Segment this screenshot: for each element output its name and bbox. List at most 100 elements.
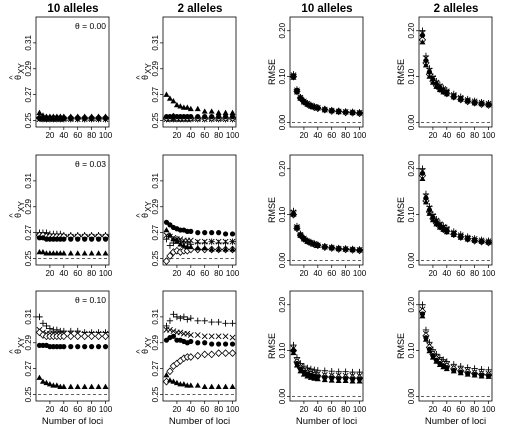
x-tick-label: 80 [214,131,223,140]
y-tick-label: 0.10 [278,206,287,222]
x-tick-label: 40 [186,269,195,278]
data-point [208,108,215,114]
data-point [356,378,363,384]
data-point [39,112,46,118]
data-point [188,228,194,234]
data-point [321,244,328,250]
data-point [177,236,184,243]
series-triangle [36,374,109,389]
x-tick-label: 100 [99,405,113,414]
data-point [187,332,194,338]
data-point [74,383,81,389]
x-tick-label: 100 [226,269,240,278]
data-point [356,110,363,116]
data-point [297,368,304,374]
plot-frame [35,154,110,266]
series-triangle [419,175,492,245]
x-tick-label: 40 [442,131,451,140]
y-tick-label: 0.00 [407,114,416,130]
data-point [215,318,222,326]
data-point [314,105,321,111]
data-point [167,326,173,333]
data-point [222,239,229,247]
y-tick-label: 0.20 [278,22,287,38]
data-point [228,349,237,358]
y-tick-label: 0.25 [151,250,160,266]
data-point [215,246,222,252]
data-point [222,231,229,237]
x-tick-label: 20 [172,405,181,414]
x-tick-label: 100 [226,405,240,414]
data-point [349,378,356,384]
data-point [423,57,429,64]
data-point [194,245,201,251]
y-tick-label: 0.25 [151,386,160,402]
series-circle [419,32,492,107]
data-point [419,32,426,38]
data-point [188,114,194,120]
data-point [36,313,43,321]
x-tick-label: 80 [87,131,96,140]
data-point [89,344,95,350]
data-point [184,104,191,110]
x-tick-label: 60 [200,131,209,140]
data-point [419,170,426,176]
y-tick-label: 0.31 [151,173,160,189]
data-point [478,100,485,107]
data-point [163,322,170,330]
data-point [229,383,236,389]
x-tick-label: 40 [313,269,322,278]
series-triangle [419,39,492,108]
data-point [464,98,471,104]
data-point [440,363,447,370]
data-point [229,341,236,347]
data-point [75,236,81,242]
data-point [67,250,74,256]
x-tick-label: 40 [313,131,322,140]
data-point [67,383,74,389]
data-point [229,320,236,327]
data-point [426,210,433,216]
y-tick-label: 0.20 [278,296,287,312]
data-point [429,79,436,85]
x-tick-label: 60 [200,405,209,414]
data-point [163,91,170,97]
series-circle [163,219,236,237]
data-point [94,332,103,341]
data-point [180,242,187,248]
x-tick-label: 40 [186,131,195,140]
data-point [166,232,173,238]
series-circle [419,170,492,245]
data-point [170,333,177,339]
data-point [166,317,174,324]
x-axis-label: Number of loci [42,416,103,427]
data-point [485,373,492,379]
plot-frame [162,16,237,128]
panel-r2-c3: 0.00 0.10 0.20 20 60 100 40 80 RMSE [267,154,367,278]
data-point [102,383,109,389]
data-point [180,313,188,321]
data-point [328,244,335,251]
data-point [102,250,109,256]
data-point [457,369,464,376]
y-tick-label: 0.25 [24,250,33,266]
data-point [300,371,307,377]
data-point [311,104,318,110]
x-tick-label: 40 [186,405,195,414]
data-point [46,325,54,332]
column-titles: 10 alleles 2 alleles 10 alleles 2 allele… [47,3,478,15]
data-point [201,108,208,114]
data-point [39,248,46,255]
data-point [170,328,177,335]
y-tick-label: 0.10 [407,68,416,84]
data-point [450,94,457,100]
y-label-subscript: XY [17,201,26,212]
plot-frame [418,290,493,402]
data-point [464,236,471,242]
data-point [209,230,215,236]
data-point [102,344,109,350]
data-point [208,246,215,252]
panel-r3-c3: 0.00 0.10 0.20 20 60 100 40 80 RMSE Number of loc… [267,290,367,427]
y-tick-label: 0.27 [151,86,160,102]
data-point [87,332,96,341]
